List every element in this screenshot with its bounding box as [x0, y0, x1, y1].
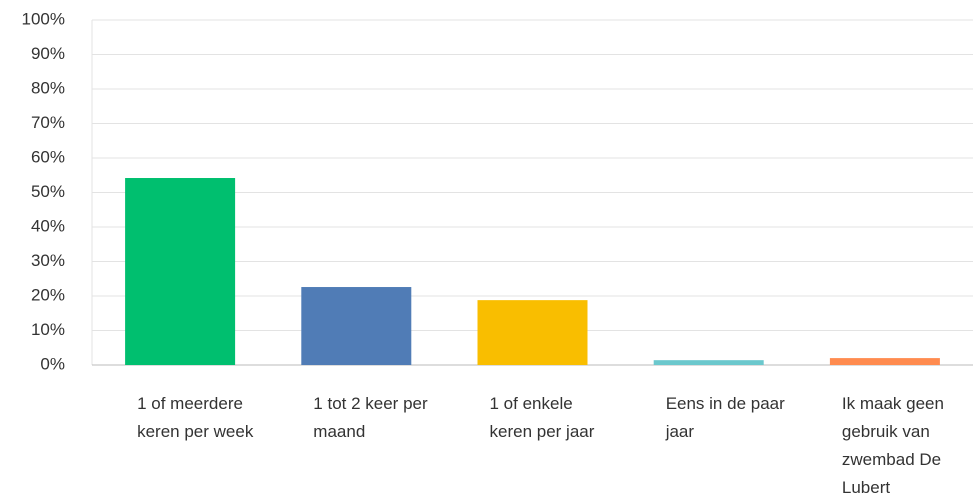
x-tick-label: 1 tot 2 keer per maand — [313, 394, 428, 441]
x-tick-label: 1 of enkele keren per jaar — [489, 394, 595, 441]
bar — [829, 358, 940, 365]
x-tick-label: Eens in de paar jaar — [665, 394, 785, 441]
y-tick-label: 10% — [31, 320, 65, 339]
y-tick-label: 70% — [31, 113, 65, 132]
y-tick-label: 20% — [31, 285, 65, 304]
x-tick-label: Ik maak geen gebruik van zwembad De Lube… — [841, 394, 944, 497]
x-tick-label: 1 of meerdere keren per week — [137, 394, 254, 441]
bar — [477, 300, 588, 365]
y-tick-label: 100% — [22, 9, 65, 28]
bar — [125, 178, 236, 365]
y-tick-label: 80% — [31, 78, 65, 97]
y-tick-label: 40% — [31, 216, 65, 235]
y-tick-label: 60% — [31, 147, 65, 166]
y-tick-label: 30% — [31, 251, 65, 270]
bar — [301, 287, 412, 365]
y-tick-label: 50% — [31, 182, 65, 201]
y-tick-label: 90% — [31, 44, 65, 63]
bar — [653, 360, 764, 365]
y-tick-label: 0% — [40, 354, 65, 373]
